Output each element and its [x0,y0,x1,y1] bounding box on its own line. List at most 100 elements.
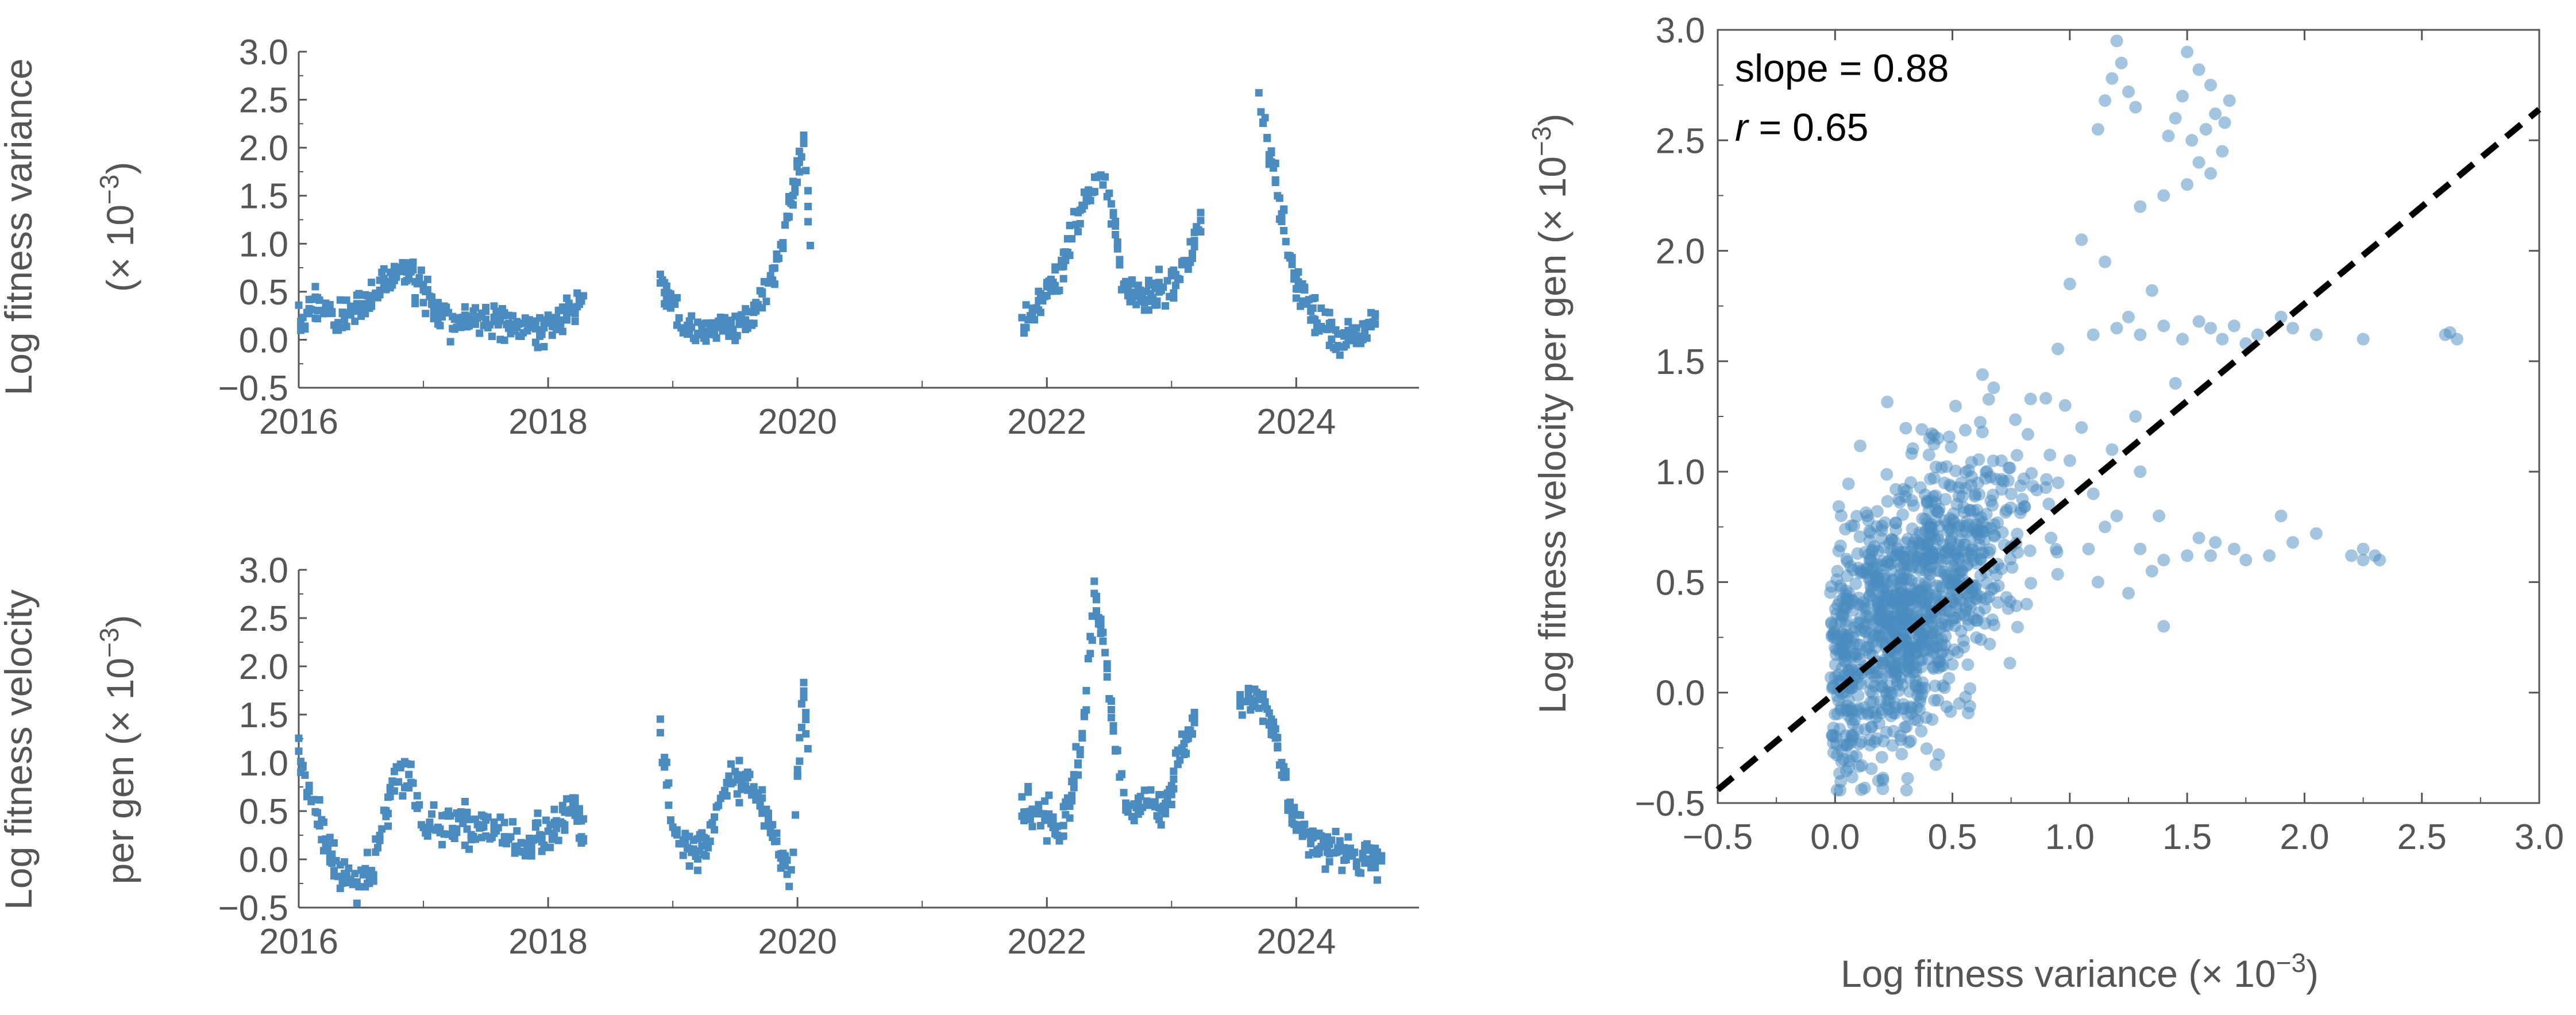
velocity-time-point [708,819,716,827]
velocity-time-point [1093,607,1100,615]
velocity-vs-variance-panel: −0.5 0.0 0.5 1.0 1.5 2.0 2.5 3.0 −0.5 0.0 0.5 1.0 1.… [1635,11,2565,857]
scatter-point [1964,682,1977,695]
scatter-point [1881,495,1894,508]
velocity-time-point [1170,775,1178,783]
scatter-point [1882,618,1895,631]
scatter-point [2345,549,2358,562]
scatter-point [1982,546,1995,559]
fit-line [1715,107,2542,793]
velocity-time-point [450,835,458,842]
velocity-time-point [727,760,735,768]
variance-time-point [1271,160,1279,168]
scatter-point [2024,577,2038,590]
scatter-point [1861,708,1875,721]
velocity-time-ytick-label: 3.0 [239,551,288,591]
velocity-time-point [1170,767,1178,775]
variance-time-point [1091,188,1098,196]
velocity-time-point [1190,719,1198,727]
velocity-time-point [1113,747,1121,755]
scatter-point [1942,542,1956,555]
velocity-time-point [513,827,521,835]
scatter-point [1853,760,1866,773]
scatter-point [2063,454,2076,467]
variance-time-point [500,336,508,344]
velocity-time-point [1259,717,1267,725]
scatter-point [1834,509,1848,522]
velocity-time-point [1107,697,1115,705]
scatter-point [2122,586,2135,600]
variance-time-ytick-label: 0.5 [239,273,288,312]
velocity-time-point [797,700,805,708]
velocity-time-point [384,809,392,817]
velocity-time-point [405,770,413,778]
scatter-point [2216,333,2229,346]
scatter-point [1988,518,2001,531]
velocity-time-point [689,845,697,853]
velocity-time-point [1301,820,1309,828]
variance-time-point [301,325,309,333]
variance-time-point [688,323,696,331]
scatter-point [2192,63,2205,76]
variance-time-point [1116,256,1124,264]
velocity-time-point [1357,869,1364,877]
variance-time-point [1361,327,1369,335]
velocity-time-point [1018,793,1026,801]
velocity-time-point [314,809,322,817]
scatter-point [1940,460,1953,473]
velocity-time-point [1045,791,1053,799]
scatter-point [1833,723,1846,736]
velocity-time-ylabel-line2: per gen (× 10−3) [94,615,141,885]
scatter-point [1877,579,1889,592]
scatter-point [1929,489,1942,503]
variance-time-point [411,299,419,307]
scatter-point [1831,599,1845,612]
scatter-xtick-label: 0.5 [1927,817,1977,857]
scatter-point [1848,519,1861,532]
velocity-time-ytick-label: 0.5 [239,792,288,832]
scatter-xlabel-text: Log fitness variance (× 10 [1841,952,2276,995]
velocity-time-point [351,870,359,878]
variance-time-point [482,303,490,311]
variance-time-point [580,292,588,300]
velocity-time-point [490,818,498,826]
scatter-point [1947,507,1960,520]
velocity-time-point [1325,858,1333,866]
scatter-ytick-label: 2.5 [1656,121,1705,161]
r-annotation-val: = 0.65 [1748,106,1869,149]
scatter-point [1841,597,1854,611]
scatter-point [2274,510,2288,523]
variance-time-point [675,314,683,322]
variance-time-point [538,330,546,338]
variance-time-point [1288,260,1296,268]
scatter-point [2357,554,2370,566]
velocity-time-point [1107,706,1115,713]
velocity-time-point [1167,801,1175,808]
velocity-time-point [500,819,508,827]
scatter-point [1904,735,1917,747]
variance-time-point [667,290,674,298]
scatter-point [1973,553,1987,566]
scatter-point [1972,453,1985,466]
variance-time-point [750,319,758,327]
scatter-point [1875,751,1888,764]
variance-time-point [1328,318,1336,326]
scatter-point [1929,611,1942,624]
variance-time-point [405,275,413,283]
variance-time-point [1051,266,1059,274]
scatter-point [2176,333,2189,346]
velocity-time-ytick-label: 1.5 [239,696,288,735]
scatter-point [1881,395,1894,408]
variance-time-point [1278,218,1286,225]
velocity-time-point [711,813,718,821]
scatter-point [1929,460,1942,473]
velocity-time-point [789,848,797,856]
velocity-time-point [797,723,805,731]
variance-time-point [557,322,565,330]
scatter-point [1986,613,1999,626]
variance-time-point [1047,287,1055,295]
scatter-point [2011,620,2024,634]
velocity-time-point [399,792,407,800]
variance-time-point [671,300,679,308]
scatter-point [2134,542,2147,555]
variance-time-point [1190,242,1198,250]
